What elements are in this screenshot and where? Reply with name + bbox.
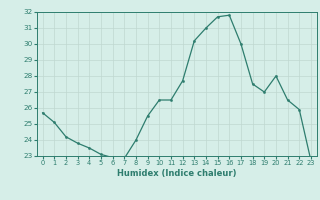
X-axis label: Humidex (Indice chaleur): Humidex (Indice chaleur): [117, 169, 236, 178]
